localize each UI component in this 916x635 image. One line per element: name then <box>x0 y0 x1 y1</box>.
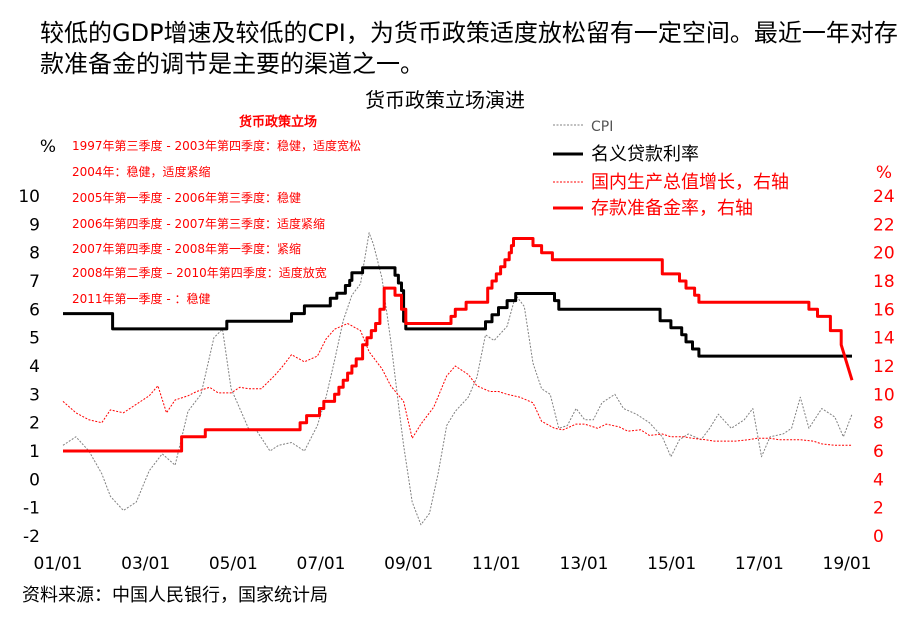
policy-stance-item: 1997年第三季度 - 2003年第四季度：稳健，适度宽松 <box>72 138 361 153</box>
y-right-tick-label: 0 <box>873 527 884 547</box>
policy-stance-item: 2008年第二季度 – 2010年第四季度：适度放宽 <box>72 265 327 280</box>
plot-series <box>62 232 854 526</box>
chart-title: 货币政策立场演进 <box>365 88 525 112</box>
y-right-unit: % <box>876 163 892 183</box>
x-tick-label: 07/01 <box>297 554 346 574</box>
y-left-tick-label: 3 <box>29 385 40 405</box>
y-left-tick-label: -2 <box>23 527 40 547</box>
policy-stance-item: 2005年第一季度 - 2006年第三季度：稳健 <box>72 190 301 205</box>
policy-stance-item: 2011年第一季度 - ：稳健 <box>72 291 211 306</box>
y-left-tick-label: 1 <box>29 442 40 462</box>
y-left-tick-label: 7 <box>29 272 40 292</box>
y-right-tick-label: 10 <box>873 385 895 405</box>
y-left-tick-label: -1 <box>23 499 40 519</box>
x-tick-label: 03/01 <box>121 554 170 574</box>
y-right-tick-label: 6 <box>873 442 884 462</box>
policy-stance-item: 2007年第四季度 - 2008年第一季度：紧缩 <box>72 241 301 256</box>
x-tick-label: 13/01 <box>560 554 609 574</box>
y-left-tick-label: 4 <box>29 357 40 377</box>
y-right-tick-label: 22 <box>873 215 895 235</box>
policy-stance-item: 2006年第四季度 - 2007年第三季度：适度紧缩 <box>72 216 325 231</box>
y-right-tick-label: 24 <box>873 187 895 207</box>
x-axis: 01/01 03/01 05/01 07/01 09/01 11/01 13/01 15/01… <box>34 554 872 574</box>
y-right-tick-label: 20 <box>873 244 895 264</box>
x-tick-label: 11/01 <box>472 554 521 574</box>
x-tick-label: 19/01 <box>823 554 872 574</box>
x-tick-label: 09/01 <box>384 554 433 574</box>
policy-stance-box: 货币政策立场 1997年第三季度 - 2003年第四季度：稳健，适度宽松 2004年… <box>72 114 361 306</box>
y-left-tick-label: 5 <box>29 329 40 349</box>
headline: 较低的GDP增速及较低的CPI，为货币政策适度放松留有一定空间。最近一年对存款准… <box>40 19 898 78</box>
source-note: 资料来源：中国人民银行，国家统计局 <box>22 585 328 606</box>
y-right-tick-label: 18 <box>873 272 895 292</box>
x-tick-label: 01/01 <box>34 554 83 574</box>
series-line-1 <box>63 266 852 358</box>
series-line-2 <box>62 323 852 446</box>
y-left-tick-label: 2 <box>29 414 40 434</box>
legend-label: 存款准备金率，右轴 <box>591 198 753 219</box>
x-tick-label: 17/01 <box>735 554 784 574</box>
series-line-0 <box>62 232 853 526</box>
y-left-unit: % <box>40 137 56 157</box>
y-left-axis: -2 -1 0 1 2 3 4 5 6 7 8 9 10 <box>18 187 40 547</box>
series-line-3 <box>63 237 854 453</box>
y-right-tick-label: 4 <box>873 470 884 490</box>
x-tick-label: 15/01 <box>647 554 696 574</box>
legend-label: 国内生产总值增长，右轴 <box>591 172 789 193</box>
y-left-tick-label: 8 <box>29 244 40 264</box>
y-right-tick-label: 2 <box>873 499 884 519</box>
y-left-tick-label: 0 <box>29 470 40 490</box>
legend-label: CPI <box>591 119 613 135</box>
y-left-tick-label: 10 <box>18 187 40 207</box>
x-tick-label: 05/01 <box>209 554 258 574</box>
policy-box-title: 货币政策立场 <box>239 114 317 130</box>
y-right-tick-label: 8 <box>873 414 884 434</box>
y-right-tick-label: 16 <box>873 300 895 320</box>
policy-stance-item: 2004年：稳健，适度紧缩 <box>72 164 211 179</box>
y-right-tick-label: 14 <box>873 329 895 349</box>
y-left-tick-label: 9 <box>29 215 40 235</box>
y-left-tick-label: 6 <box>29 300 40 320</box>
legend-label: 名义贷款利率 <box>591 144 699 165</box>
y-right-tick-label: 12 <box>873 357 895 377</box>
